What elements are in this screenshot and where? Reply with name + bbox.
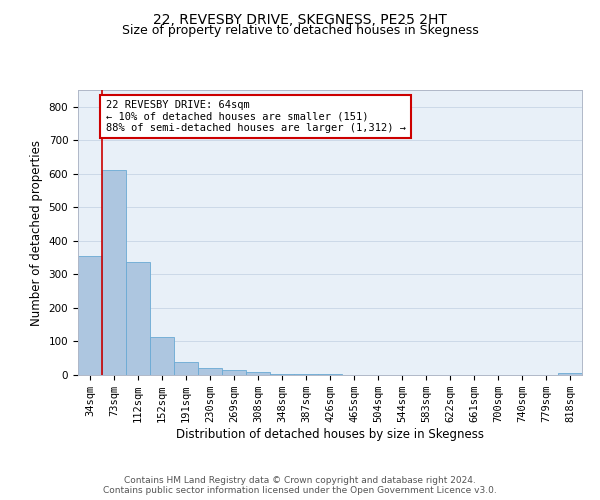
Text: 22 REVESBY DRIVE: 64sqm
← 10% of detached houses are smaller (151)
88% of semi-d: 22 REVESBY DRIVE: 64sqm ← 10% of detache… (106, 100, 406, 134)
Bar (222, 370, 246, 375)
Bar (198, 368, 222, 375)
Bar (150, 337, 174, 375)
Text: Size of property relative to detached houses in Skegness: Size of property relative to detached ho… (122, 24, 478, 37)
Y-axis label: Number of detached properties: Number of detached properties (30, 140, 43, 326)
Text: 22, REVESBY DRIVE, SKEGNESS, PE25 2HT: 22, REVESBY DRIVE, SKEGNESS, PE25 2HT (153, 12, 447, 26)
Text: Contains HM Land Registry data © Crown copyright and database right 2024.
Contai: Contains HM Land Registry data © Crown c… (103, 476, 497, 495)
Bar (102, 170, 126, 375)
Bar (174, 362, 198, 375)
Bar (294, 374, 318, 375)
Bar (78, 256, 102, 375)
Bar (318, 374, 342, 375)
Bar (126, 262, 150, 375)
X-axis label: Distribution of detached houses by size in Skegness: Distribution of detached houses by size … (176, 428, 484, 441)
Bar (246, 372, 270, 375)
Bar (270, 374, 294, 375)
Bar (558, 374, 582, 375)
